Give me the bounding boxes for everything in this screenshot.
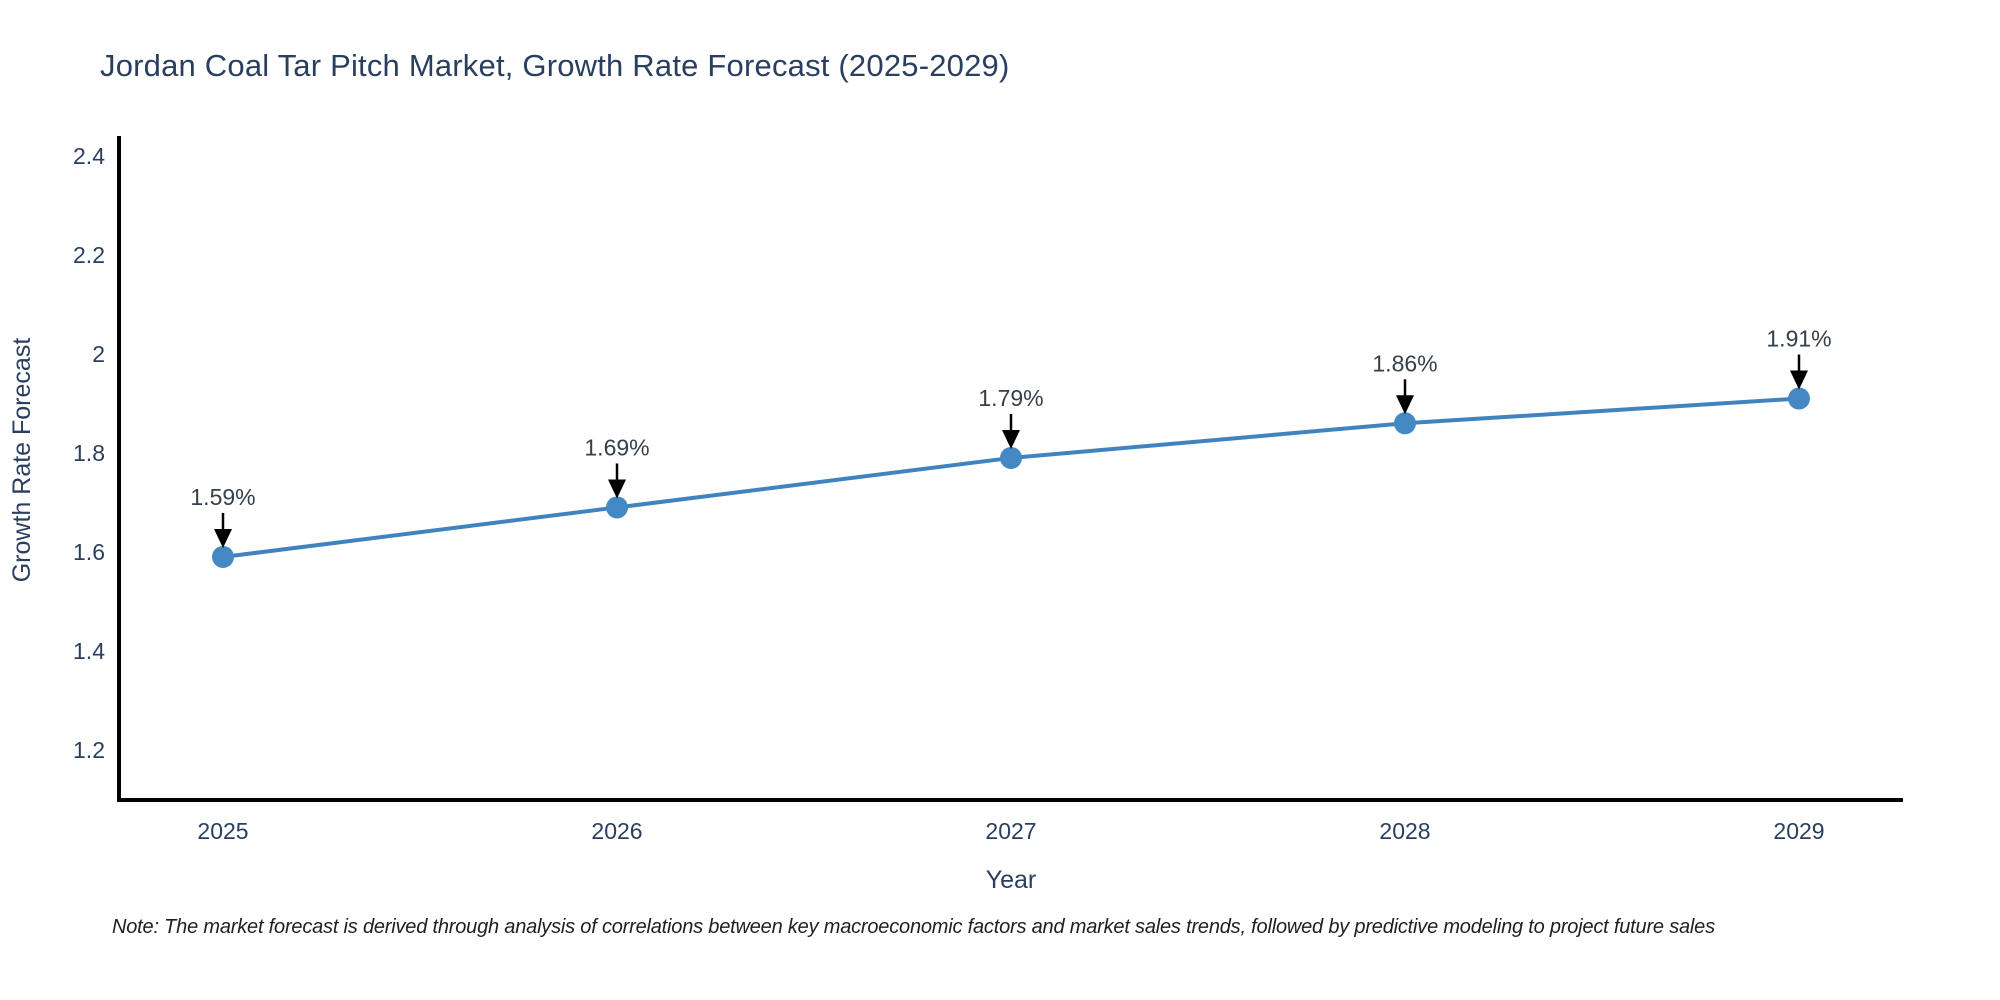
annotation-arrow-head-icon	[214, 528, 232, 548]
x-tick-label: 2027	[985, 818, 1036, 844]
y-tick-label: 1.4	[73, 638, 105, 664]
data-point-value-label: 1.59%	[190, 484, 255, 510]
annotation-arrow-head-icon	[608, 479, 626, 499]
data-point-marker[interactable]	[606, 496, 628, 519]
data-point-marker[interactable]	[212, 545, 234, 568]
x-tick-label: 2025	[197, 818, 248, 844]
data-point-marker[interactable]	[1788, 387, 1810, 410]
x-axis-title: Year	[986, 866, 1037, 894]
data-point-value-label: 1.69%	[584, 434, 649, 460]
annotation-arrow-head-icon	[1002, 429, 1020, 449]
x-tick-label: 2026	[591, 818, 642, 844]
x-tick-label: 2028	[1379, 818, 1430, 844]
y-tick-label: 2.4	[73, 143, 105, 169]
y-tick-label: 1.6	[73, 539, 105, 565]
y-tick-label: 2	[92, 341, 105, 367]
data-point-value-label: 1.79%	[978, 385, 1043, 411]
footnote: Note: The market forecast is derived thr…	[112, 916, 1715, 938]
y-tick-label: 2.2	[73, 242, 105, 268]
data-point-value-label: 1.86%	[1372, 350, 1437, 376]
data-point-value-label: 1.91%	[1766, 326, 1831, 352]
annotation-arrow-head-icon	[1790, 370, 1808, 390]
x-tick-label: 2029	[1773, 818, 1824, 844]
data-point-marker[interactable]	[1000, 446, 1022, 469]
chart-title: Jordan Coal Tar Pitch Market, Growth Rat…	[100, 48, 1010, 83]
data-point-marker[interactable]	[1394, 412, 1416, 435]
annotation-arrow-head-icon	[1396, 395, 1414, 415]
y-tick-label: 1.2	[73, 737, 105, 763]
y-tick-label: 1.8	[73, 440, 105, 466]
y-axis-title: Growth Rate Forecast	[8, 338, 36, 583]
